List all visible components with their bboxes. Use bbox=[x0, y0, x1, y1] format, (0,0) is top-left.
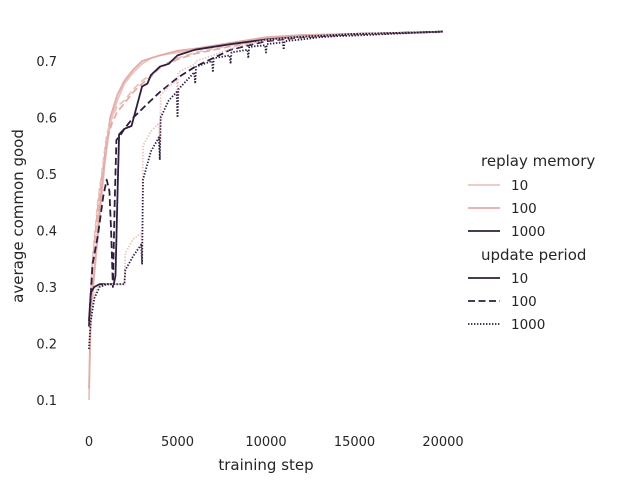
y-tick-label: 0.7 bbox=[36, 55, 57, 70]
x-tick-label: 10000 bbox=[245, 435, 286, 450]
plot-area bbox=[88, 30, 444, 401]
x-tick-label: 20000 bbox=[422, 435, 463, 450]
y-axis-label: average common good bbox=[9, 129, 27, 303]
legend-style-label: 1000 bbox=[511, 317, 545, 333]
y-axis-ticks: 0.1 0.2 0.3 0.4 0.5 0.6 0.7 bbox=[36, 55, 57, 409]
x-axis-label: training step bbox=[218, 456, 313, 474]
y-tick-label: 0.4 bbox=[36, 225, 57, 240]
y-tick-label: 0.5 bbox=[36, 168, 57, 183]
legend-hue-label: 1000 bbox=[511, 224, 545, 240]
legend-style-label: 100 bbox=[511, 294, 537, 310]
legend-style-label: 10 bbox=[511, 271, 528, 287]
series-line-rm10-up1000 bbox=[88, 30, 444, 344]
legend: replay memory update period 10 100 1000 10 1… bbox=[468, 152, 595, 333]
series-line-rm1000-up100 bbox=[88, 30, 444, 327]
legend-style-title: update period bbox=[481, 246, 586, 264]
y-tick-label: 0.3 bbox=[36, 281, 57, 296]
legend-hue-label: 100 bbox=[511, 201, 537, 217]
x-tick-label: 0 bbox=[85, 435, 93, 450]
x-tick-label: 5000 bbox=[161, 435, 194, 450]
x-tick-label: 15000 bbox=[334, 435, 375, 450]
y-tick-label: 0.1 bbox=[36, 394, 57, 409]
legend-hue-title: replay memory bbox=[481, 152, 595, 170]
y-tick-label: 0.2 bbox=[36, 338, 57, 353]
y-tick-label: 0.6 bbox=[36, 112, 57, 127]
series-line-rm1000-up1000 bbox=[88, 30, 444, 350]
x-axis-ticks: 0 5000 10000 15000 20000 bbox=[85, 435, 464, 450]
series-line-rm100-up10 bbox=[88, 30, 444, 389]
legend-hue-label: 10 bbox=[511, 178, 528, 194]
series-line-rm100-up100 bbox=[88, 31, 444, 327]
